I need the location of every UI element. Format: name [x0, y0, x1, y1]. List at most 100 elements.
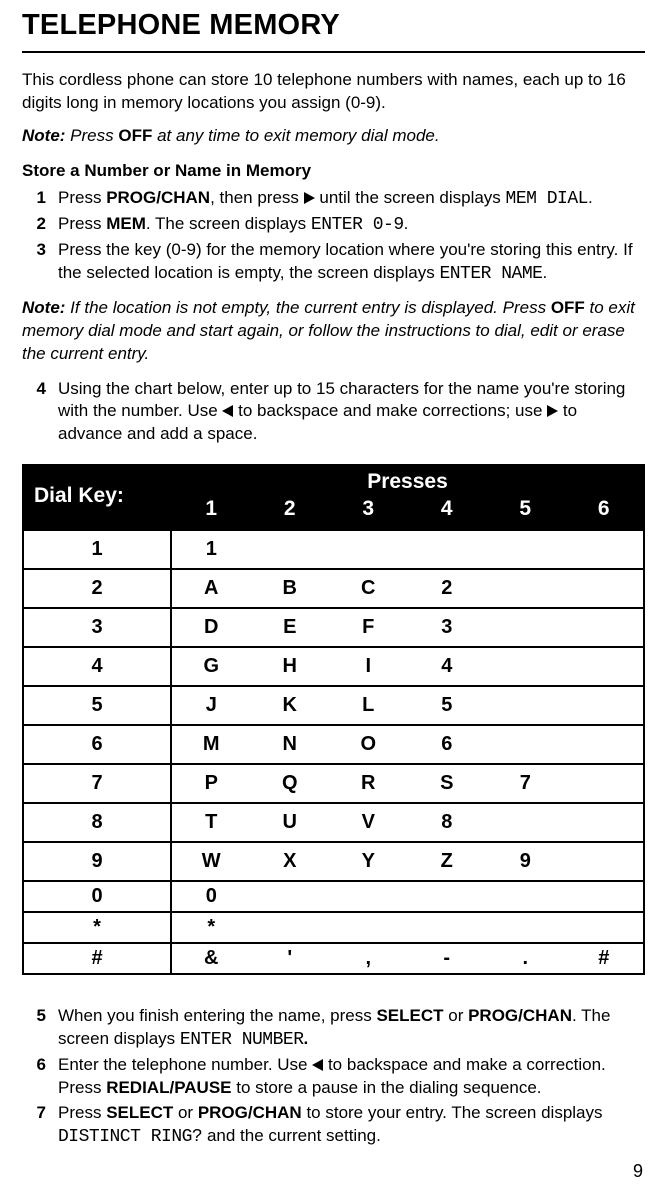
chart-cell: Q	[251, 765, 330, 802]
step-4: 4 Using the chart below, enter up to 15 …	[22, 378, 645, 447]
subhead-store: Store a Number or Name in Memory	[22, 160, 645, 183]
chart-key-cell: 2	[24, 570, 172, 607]
chart-cell: N	[251, 726, 330, 763]
chart-cell	[565, 726, 644, 763]
chart-cell	[408, 913, 487, 942]
t: , then press	[210, 188, 304, 207]
chart-presses: ABC2	[172, 570, 643, 607]
chart-key-cell: 8	[24, 804, 172, 841]
chart-key-cell: #	[24, 944, 172, 973]
chart-row: 6MNO6	[24, 724, 643, 763]
chart-cell: 4	[408, 648, 487, 685]
step-2: 2 Press MEM. The screen displays ENTER 0…	[22, 213, 645, 237]
chart-row: 00	[24, 880, 643, 911]
chart-header: Dial Key: Presses 123456	[24, 466, 643, 529]
chart-cell	[565, 913, 644, 942]
chart-col-head: 1	[172, 495, 251, 523]
chart-cell: G	[172, 648, 251, 685]
chart-presses: WXYZ9	[172, 843, 643, 880]
chart-row: 3DEF3	[24, 607, 643, 646]
chart-key-cell: 1	[24, 531, 172, 568]
chart-cell	[251, 531, 330, 568]
chart-cell	[565, 531, 644, 568]
chart-cell: K	[251, 687, 330, 724]
step-6: 6 Enter the telephone number. Use to bac…	[22, 1054, 645, 1100]
chart-presses: 1	[172, 531, 643, 568]
chart-cell: .	[486, 944, 565, 973]
presses-cols: 123456	[172, 495, 643, 529]
chart-cell: 9	[486, 843, 565, 880]
step-num: 6	[22, 1054, 58, 1077]
t: and the current setting.	[202, 1126, 381, 1145]
chart-cell: C	[329, 570, 408, 607]
chart-cell	[486, 609, 565, 646]
chart-cell	[329, 913, 408, 942]
step-1: 1 Press PROG/CHAN, then press until the …	[22, 187, 645, 211]
chart-cell: H	[251, 648, 330, 685]
t: until the screen displays	[315, 188, 506, 207]
step-body: Press the key (0-9) for the memory locat…	[58, 239, 645, 286]
chart-cell: F	[329, 609, 408, 646]
chart-cell	[486, 687, 565, 724]
chart-col-head: 5	[486, 495, 565, 523]
chart-cell: Y	[329, 843, 408, 880]
chart-cell	[486, 804, 565, 841]
intro-text: This cordless phone can store 10 telepho…	[22, 69, 645, 115]
chart-body: 112ABC23DEF34GHI45JKL56MNO67PQRS78TUV89W…	[24, 529, 643, 973]
chart-key-cell: 7	[24, 765, 172, 802]
step-num: 5	[22, 1005, 58, 1028]
chart-col-head: 3	[329, 495, 408, 523]
chart-cell: D	[172, 609, 251, 646]
lcd-text: DISTINCT RING?	[58, 1127, 202, 1147]
chart-cell: 2	[408, 570, 487, 607]
chart-cell: -	[408, 944, 487, 973]
chart-cell: J	[172, 687, 251, 724]
steps-list-b: 4 Using the chart below, enter up to 15 …	[22, 378, 645, 447]
t: If the location is not empty, the curren…	[65, 298, 550, 317]
chart-cell	[408, 882, 487, 911]
chart-cell: 8	[408, 804, 487, 841]
chart-cell	[486, 882, 565, 911]
chart-cell: L	[329, 687, 408, 724]
chart-cell: V	[329, 804, 408, 841]
chart-cell	[408, 531, 487, 568]
chart-col-head: 6	[565, 495, 644, 523]
chart-cell: 0	[172, 882, 251, 911]
chart-cell	[486, 648, 565, 685]
chart-presses: GHI4	[172, 648, 643, 685]
arrow-right-icon	[304, 192, 315, 204]
chart-presses: &',-.#	[172, 944, 643, 973]
lcd-text: ENTER 0-9	[311, 215, 404, 235]
chart-row: 7PQRS7	[24, 763, 643, 802]
step-num: 3	[22, 239, 58, 262]
note-label: Note:	[22, 126, 65, 145]
step-body: Enter the telephone number. Use to backs…	[58, 1054, 645, 1100]
step-3: 3 Press the key (0-9) for the memory loc…	[22, 239, 645, 286]
chart-cell: #	[565, 944, 644, 973]
chart-presses: *	[172, 913, 643, 942]
lcd-text: MEM DIAL	[506, 189, 588, 209]
chart-cell	[486, 913, 565, 942]
chart-cell	[251, 882, 330, 911]
chart-row: 4GHI4	[24, 646, 643, 685]
t: Enter the telephone number. Use	[58, 1055, 312, 1074]
note-exit: Note: Press OFF at any time to exit memo…	[22, 125, 645, 148]
step-num: 4	[22, 378, 58, 401]
t: .	[304, 1029, 309, 1048]
t: When you finish entering the name, press	[58, 1006, 376, 1025]
chart-cell: T	[172, 804, 251, 841]
step-num: 1	[22, 187, 58, 210]
chart-key-cell: 6	[24, 726, 172, 763]
lcd-text: ENTER NAME	[439, 264, 542, 284]
chart-cell	[329, 531, 408, 568]
chart-cell	[565, 765, 644, 802]
chart-cell	[486, 570, 565, 607]
chart-presses: MNO6	[172, 726, 643, 763]
chart-cell: 5	[408, 687, 487, 724]
t: PROG/CHAN	[106, 188, 210, 207]
chart-cell: *	[172, 913, 251, 942]
chart-cell: 6	[408, 726, 487, 763]
lcd-text: ENTER NUMBER	[180, 1030, 304, 1050]
page-number: 9	[22, 1159, 645, 1183]
step-7: 7 Press SELECT or PROG/CHAN to store you…	[22, 1102, 645, 1149]
